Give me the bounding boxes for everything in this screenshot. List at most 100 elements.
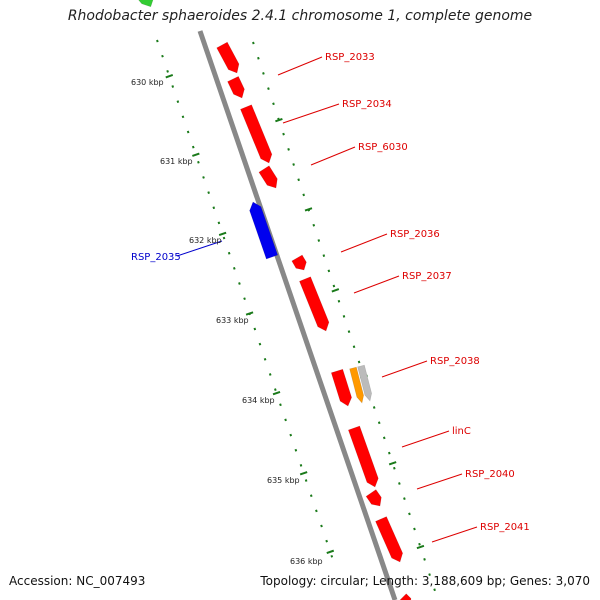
gene-arrow[interactable]: [216, 41, 240, 74]
major-tick: [275, 117, 283, 123]
minor-tick: [207, 191, 210, 194]
minor-tick: [357, 360, 361, 364]
gene-arrow[interactable]: [291, 254, 307, 271]
major-tick: [416, 544, 425, 550]
minor-tick: [393, 466, 396, 470]
gene-label[interactable]: RSP_2034: [342, 99, 392, 110]
minor-tick: [433, 588, 436, 592]
major-tick: [245, 311, 254, 316]
gene-arrow[interactable]: [357, 364, 372, 402]
label-leader-line: [381, 360, 428, 378]
minor-tick: [315, 509, 318, 513]
minor-tick: [181, 115, 185, 119]
minor-tick: [253, 327, 257, 331]
major-tick: [304, 207, 313, 212]
minor-tick: [418, 542, 421, 546]
minor-tick: [222, 236, 226, 240]
scale-label: 635 kbp: [267, 476, 300, 485]
major-tick: [388, 461, 397, 466]
minor-tick: [257, 56, 260, 60]
major-tick: [165, 74, 174, 79]
minor-tick: [372, 406, 376, 409]
minor-tick: [262, 72, 265, 75]
minor-tick: [408, 512, 411, 516]
minor-tick: [337, 299, 341, 303]
minor-tick: [272, 102, 275, 106]
minor-tick: [330, 554, 334, 558]
minor-tick: [263, 357, 267, 361]
gene-arrow[interactable]: [365, 489, 382, 507]
scale-label: 633 kbp: [216, 316, 249, 325]
minor-tick: [166, 69, 169, 73]
gene-label[interactable]: RSP_2041: [480, 522, 530, 533]
minor-tick: [197, 160, 200, 164]
inner-tick-track: [156, 39, 335, 558]
major-tick: [326, 549, 335, 554]
minor-tick: [309, 494, 313, 498]
minor-tick: [191, 145, 195, 149]
gene-arrow[interactable]: [349, 366, 364, 404]
scale-label: 634 kbp: [242, 396, 275, 405]
gene-arrow[interactable]: [240, 104, 273, 164]
gene-arrow[interactable]: [227, 76, 245, 99]
scale-label: 636 kbp: [290, 557, 323, 566]
minor-tick: [352, 345, 356, 349]
minor-tick: [302, 193, 305, 197]
minor-tick: [243, 297, 246, 301]
minor-tick: [299, 464, 303, 467]
gene-label[interactable]: RSP_2033: [325, 52, 375, 63]
minor-tick: [284, 418, 287, 422]
minor-tick: [327, 269, 331, 273]
minor-tick: [312, 223, 316, 227]
gene-label[interactable]: RSP_2035: [131, 252, 181, 263]
label-leader-line: [282, 103, 340, 124]
minor-tick: [287, 147, 290, 151]
minor-tick: [238, 282, 241, 285]
gene-label[interactable]: RSP_2036: [390, 229, 440, 240]
minor-tick: [292, 163, 295, 166]
gene-label[interactable]: RSP_2040: [465, 469, 515, 480]
minor-tick: [171, 85, 175, 88]
minor-tick: [423, 558, 426, 561]
label-leader-line: [431, 526, 478, 543]
minor-tick: [387, 451, 391, 455]
major-tick: [272, 390, 281, 396]
minor-tick: [403, 497, 406, 501]
gene-arrow[interactable]: [398, 593, 412, 600]
minor-tick: [212, 206, 216, 210]
minor-tick: [317, 239, 321, 242]
minor-tick: [289, 433, 293, 437]
minor-tick: [332, 284, 336, 288]
gene-arrow[interactable]: [258, 165, 278, 189]
minor-tick: [267, 87, 270, 90]
minor-tick: [156, 39, 159, 43]
minor-tick: [161, 54, 164, 58]
gene-arrow[interactable]: [249, 201, 279, 260]
minor-tick: [279, 403, 282, 407]
major-tick: [299, 471, 308, 476]
minor-tick: [258, 342, 262, 346]
gene-arrow[interactable]: [375, 516, 403, 563]
minor-tick: [268, 373, 272, 376]
accession-text: Accession: NC_007493: [9, 574, 146, 588]
minor-tick: [274, 388, 277, 391]
gene-label[interactable]: RSP_2038: [430, 356, 480, 367]
minor-tick: [252, 41, 255, 45]
gene-label[interactable]: linC: [452, 426, 471, 437]
minor-tick: [297, 178, 300, 182]
minor-tick: [202, 176, 205, 179]
gene-arrow[interactable]: [330, 368, 352, 407]
gene-label[interactable]: RSP_6030: [358, 142, 408, 153]
minor-tick: [294, 448, 298, 452]
label-leader-line: [340, 233, 388, 253]
gene-arrow[interactable]: [347, 425, 379, 488]
gene-label[interactable]: RSP_2037: [402, 271, 452, 282]
gene-arrow[interactable]: [137, 0, 154, 8]
minor-tick: [347, 330, 351, 333]
major-tick: [331, 288, 340, 293]
gene-arrow[interactable]: [299, 276, 330, 332]
minor-tick: [377, 421, 381, 425]
minor-tick: [282, 132, 285, 136]
